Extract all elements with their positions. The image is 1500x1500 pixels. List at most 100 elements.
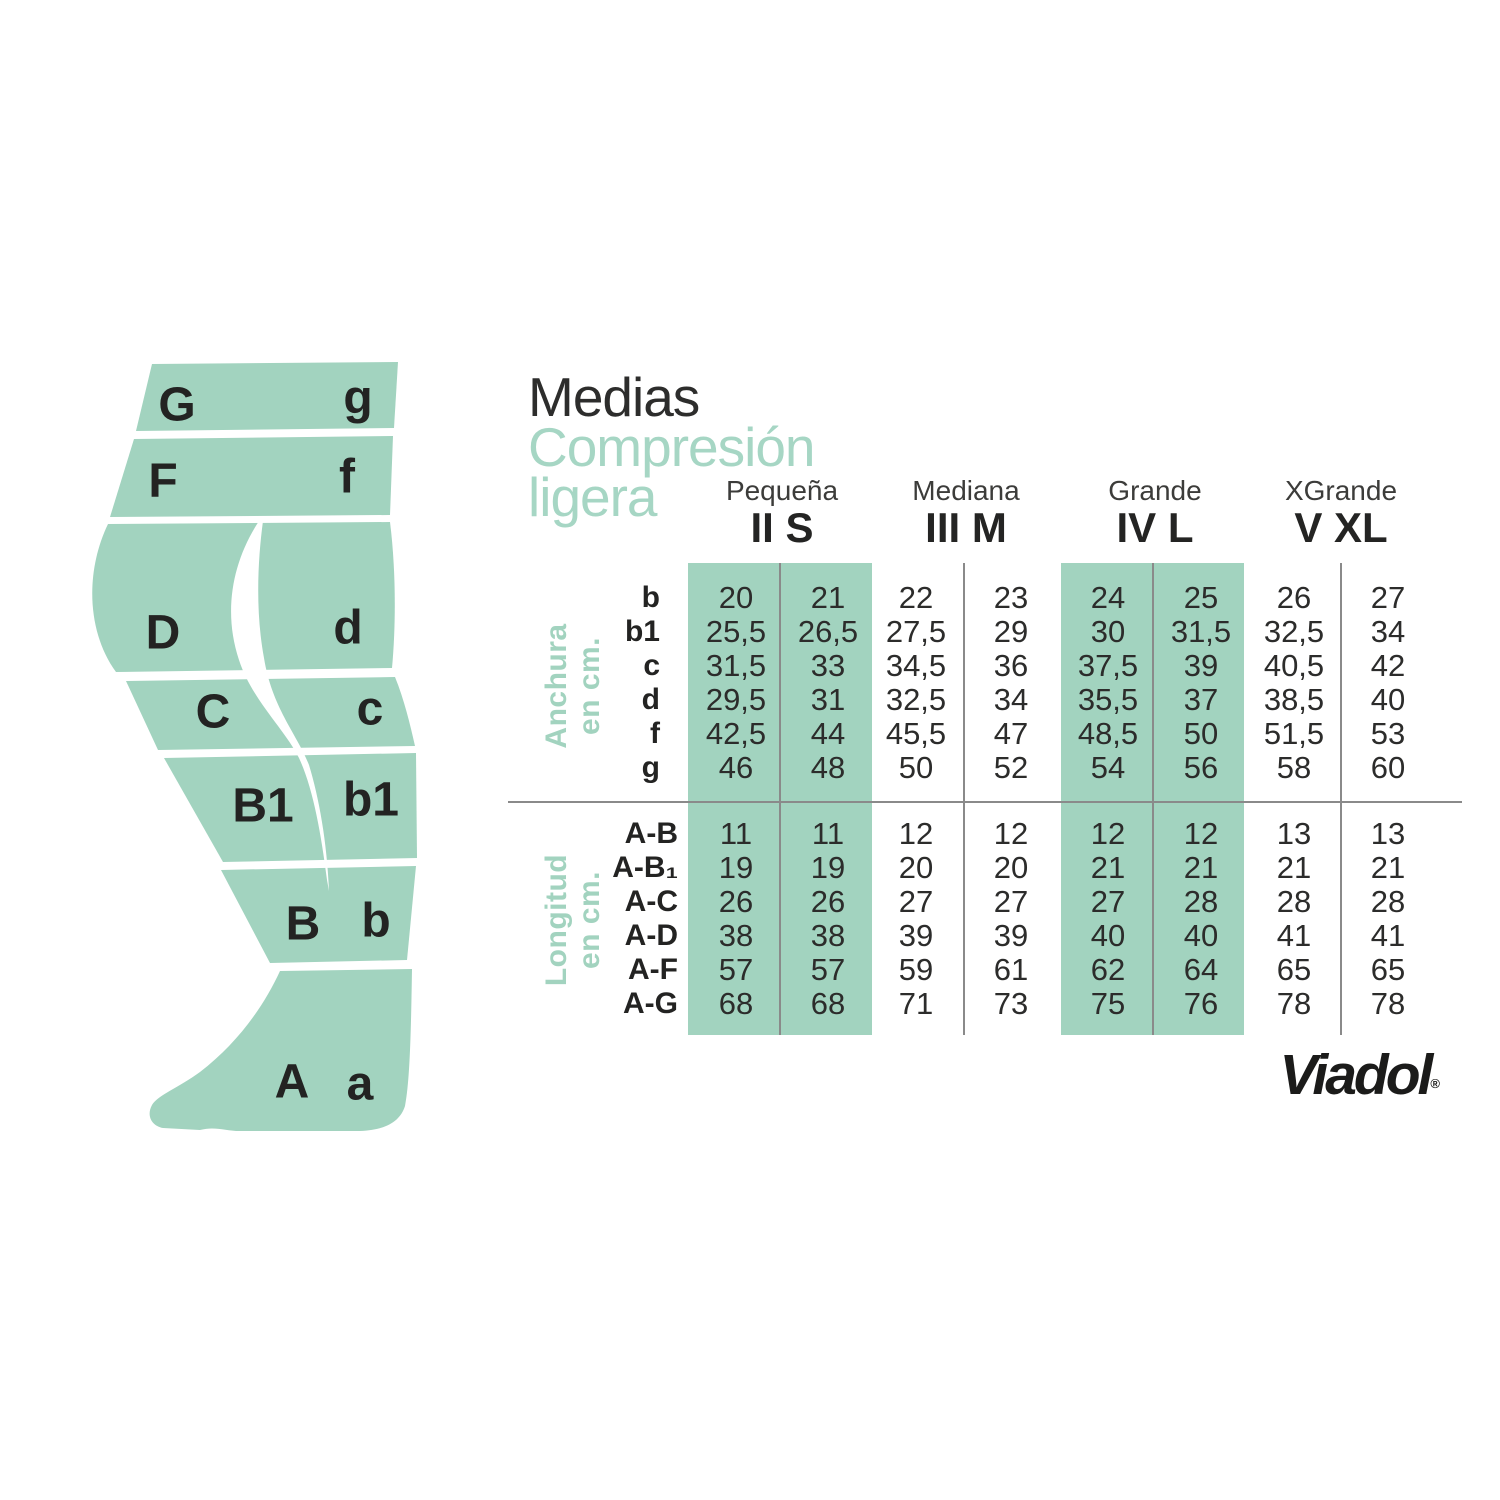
- size-value-cell: 26,5: [797, 614, 859, 649]
- row-label: A-F: [628, 953, 678, 986]
- size-value-cell: 76: [1183, 986, 1219, 1021]
- size-value-cell: 50: [1183, 716, 1219, 751]
- zone-label-a: a: [347, 1058, 374, 1111]
- size-value-cell: 21: [1183, 850, 1219, 885]
- row-label: A-G: [623, 987, 678, 1020]
- row-label: A-C: [624, 885, 678, 918]
- size-value-cell: 39: [993, 918, 1029, 953]
- zone-label-c: c: [357, 683, 384, 736]
- size-name: Grande: [1108, 475, 1202, 506]
- zone-label-B1: B1: [232, 780, 293, 833]
- size-value-cell: 57: [718, 952, 754, 987]
- size-value-cell: 27: [1090, 884, 1126, 919]
- size-value-cell: 32,5: [1263, 614, 1325, 649]
- size-value-cell: 48: [810, 750, 846, 785]
- table-row: b 20 21 22 23 24 25 26 27: [0, 581, 1500, 615]
- table-row: A-G 68 68 71 73 75 76 78 78: [0, 987, 1500, 1021]
- size-value-cell: 12: [898, 816, 934, 851]
- size-value-cell: 53: [1370, 716, 1406, 751]
- size-value-cell: 75: [1090, 986, 1126, 1021]
- leg-band-G: [136, 362, 398, 431]
- zone-label-D: D: [146, 607, 181, 660]
- zone-label-d: d: [333, 602, 362, 655]
- size-value-cell: 12: [993, 816, 1029, 851]
- size-value-cell: 28: [1183, 884, 1219, 919]
- size-value-cell: 20: [718, 580, 754, 615]
- leg-band-B1: [164, 753, 417, 862]
- size-value-cell: 19: [718, 850, 754, 885]
- size-value-cell: 20: [898, 850, 934, 885]
- row-label: g: [641, 751, 660, 784]
- registered-mark: ®: [1430, 1076, 1440, 1091]
- table-row: d 29,5 31 32,5 34 35,5 37 38,5 40: [0, 683, 1500, 717]
- brand-name: Viadol: [1279, 1043, 1433, 1107]
- size-value-cell: 25,5: [705, 614, 767, 649]
- table-row: A-D 38 38 39 39 40 40 41 41: [0, 919, 1500, 953]
- row-label: b: [641, 581, 660, 614]
- zone-label-F: F: [148, 455, 177, 508]
- size-value-cell: 29,5: [705, 682, 767, 717]
- size-value-cell: 39: [898, 918, 934, 953]
- column-divider: [1340, 563, 1342, 1035]
- size-value-cell: 59: [898, 952, 934, 987]
- size-value-cell: 40,5: [1263, 648, 1325, 683]
- size-value-cell: 41: [1276, 918, 1312, 953]
- size-value-cell: 57: [810, 952, 846, 987]
- table-row: c 31,5 33 34,5 36 37,5 39 40,5 42: [0, 649, 1500, 683]
- size-value-cell: 13: [1370, 816, 1406, 851]
- title-line-ligera: ligera: [528, 466, 658, 528]
- size-value-cell: 65: [1370, 952, 1406, 987]
- table-row: A-F 57 57 59 61 62 64 65 65: [0, 953, 1500, 987]
- size-value-cell: 31,5: [705, 648, 767, 683]
- size-value-cell: 50: [898, 750, 934, 785]
- size-value-cell: 21: [1090, 850, 1126, 885]
- leg-band-B: [221, 866, 416, 963]
- row-label: f: [650, 717, 660, 750]
- size-header-xgrande: XGrande V XL: [1231, 476, 1451, 550]
- size-value-cell: 13: [1276, 816, 1312, 851]
- size-value-cell: 19: [810, 850, 846, 885]
- brand-logo: Viadol®: [1140, 1042, 1440, 1108]
- column-divider: [963, 563, 965, 1035]
- size-value-cell: 65: [1276, 952, 1312, 987]
- size-value-cell: 54: [1090, 750, 1126, 785]
- size-code: III M: [925, 504, 1007, 551]
- table-row: A-B 11 11 12 12 12 12 13 13: [0, 817, 1500, 851]
- size-value-cell: 32,5: [885, 682, 947, 717]
- size-value-cell: 27: [993, 884, 1029, 919]
- size-value-cell: 26: [718, 884, 754, 919]
- size-value-cell: 25: [1183, 580, 1219, 615]
- size-value-cell: 41: [1370, 918, 1406, 953]
- row-label: A-D: [624, 919, 678, 952]
- size-value-cell: 26: [1276, 580, 1312, 615]
- size-value-cell: 52: [993, 750, 1029, 785]
- size-value-cell: 40: [1090, 918, 1126, 953]
- size-value-cell: 31: [810, 682, 846, 717]
- size-value-cell: 34,5: [885, 648, 947, 683]
- row-label: A-B: [624, 817, 678, 850]
- size-value-cell: 78: [1370, 986, 1406, 1021]
- row-label: b1: [624, 615, 660, 648]
- size-value-cell: 20: [993, 850, 1029, 885]
- size-name: XGrande: [1284, 475, 1398, 506]
- zone-label-A: A: [275, 1056, 310, 1109]
- size-value-cell: 29: [993, 614, 1029, 649]
- size-value-cell: 27: [898, 884, 934, 919]
- size-value-cell: 21: [810, 580, 846, 615]
- size-value-cell: 45,5: [885, 716, 947, 751]
- row-label: A-B₁: [612, 851, 678, 884]
- size-value-cell: 40: [1183, 918, 1219, 953]
- size-code: IV L: [1116, 504, 1194, 551]
- size-value-cell: 38: [810, 918, 846, 953]
- size-code: II S: [750, 504, 814, 551]
- table-row: A-C 26 26 27 27 27 28 28 28: [0, 885, 1500, 919]
- size-value-cell: 11: [719, 816, 753, 851]
- size-value-cell: 71: [898, 986, 934, 1021]
- page-title: Medias Compresión ligera: [528, 370, 816, 528]
- size-value-cell: 36: [993, 648, 1029, 683]
- row-label: d: [641, 683, 660, 716]
- size-value-cell: 68: [718, 986, 754, 1021]
